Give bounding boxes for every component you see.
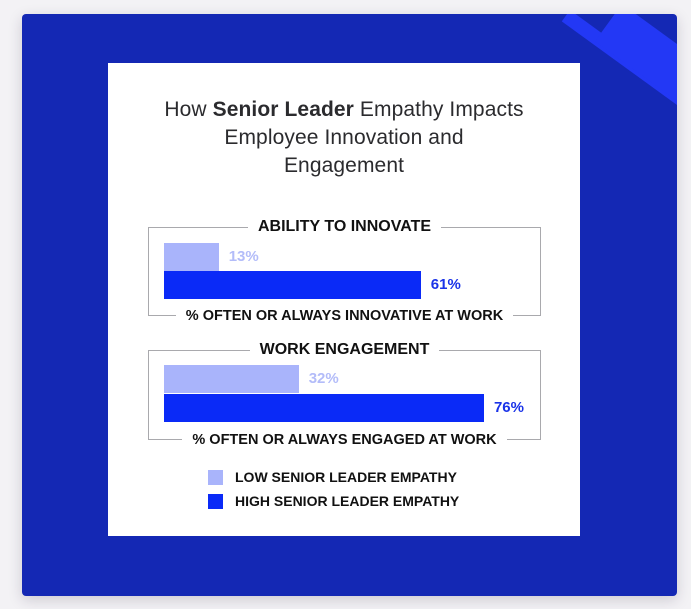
legend-label-low: LOW SENIOR LEADER EMPATHY xyxy=(235,469,457,485)
title-bold: Senior Leader xyxy=(212,98,354,121)
innovation-caption: % OFTEN OR ALWAYS INNOVATIVE AT WORK xyxy=(175,308,514,324)
title-line2: Employee Innovation and xyxy=(224,126,464,149)
innovation-high-value: 61% xyxy=(430,276,461,293)
engagement-chart-frame: WORK ENGAGEMENT 32% 76% % OFTEN OR ALWAY… xyxy=(148,341,541,448)
legend: LOW SENIOR LEADER EMPATHY HIGH SENIOR LE… xyxy=(208,465,459,513)
innovation-low-bar xyxy=(164,243,219,271)
innovation-heading: ABILITY TO INNOVATE xyxy=(247,218,442,235)
innovation-high-bar xyxy=(164,271,421,299)
legend-item-low: LOW SENIOR LEADER EMPATHY xyxy=(208,465,459,489)
title-line3: Engagement xyxy=(283,154,405,177)
innovation-heading-wrap: ABILITY TO INNOVATE xyxy=(149,218,540,236)
innovation-low-value: 13% xyxy=(228,248,259,265)
engagement-heading-wrap: WORK ENGAGEMENT xyxy=(149,341,540,359)
engagement-heading: WORK ENGAGEMENT xyxy=(249,341,440,358)
chart-title: How Senior Leader Empathy Impacts Employ… xyxy=(108,96,580,180)
engagement-caption: % OFTEN OR ALWAYS ENGAGED AT WORK xyxy=(182,432,507,448)
innovation-chart-frame: ABILITY TO INNOVATE 13% 61% % OFTEN OR A… xyxy=(148,218,541,324)
legend-item-high: HIGH SENIOR LEADER EMPATHY xyxy=(208,489,459,513)
engagement-caption-wrap: % OFTEN OR ALWAYS ENGAGED AT WORK xyxy=(149,432,540,448)
engagement-high-bar xyxy=(164,394,484,422)
decorative-stripe xyxy=(594,14,677,112)
engagement-low-value: 32% xyxy=(308,370,339,387)
legend-label-high: HIGH SENIOR LEADER EMPATHY xyxy=(235,493,460,509)
engagement-low-bar xyxy=(164,365,299,393)
innovation-caption-wrap: % OFTEN OR ALWAYS INNOVATIVE AT WORK xyxy=(149,308,540,324)
background-panel: How Senior Leader Empathy Impacts Employ… xyxy=(22,14,677,596)
engagement-high-value: 76% xyxy=(493,399,524,416)
legend-swatch-high xyxy=(208,493,223,509)
title-suffix: Empathy Impacts xyxy=(353,98,524,121)
legend-swatch-low xyxy=(208,469,223,485)
infographic-card: How Senior Leader Empathy Impacts Employ… xyxy=(108,63,580,536)
title-prefix: How xyxy=(164,98,213,121)
